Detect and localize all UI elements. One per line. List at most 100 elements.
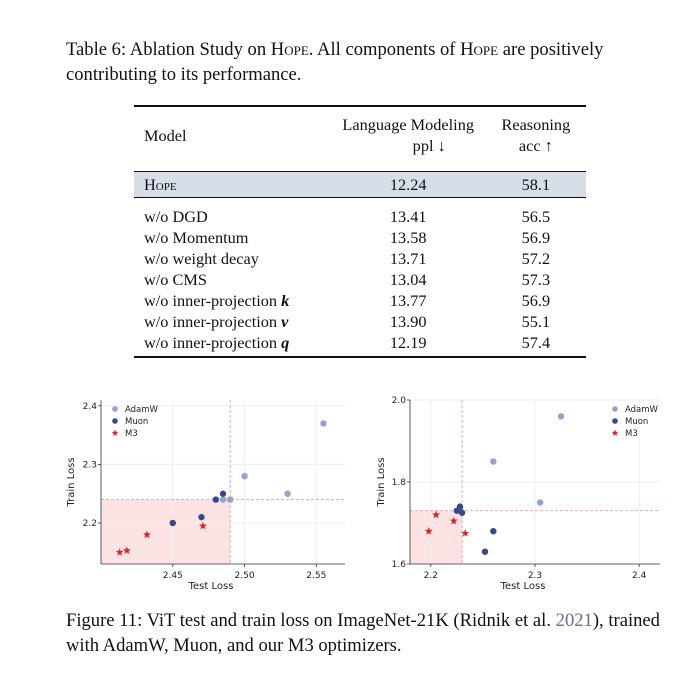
cell-model: w/o Momentum (144, 227, 249, 247)
table-caption: Table 6: Ablation Study on Hope. All com… (66, 37, 666, 87)
cell-model: Hope (144, 174, 177, 194)
adamw-point (241, 472, 248, 480)
header-reasoning-metric: acc ↑ (518, 136, 553, 155)
x-tick-label: 2.3 (528, 571, 542, 581)
table-caption-hope-2: Hope (460, 39, 499, 60)
header-reasoning: Reasoning acc ↑ (486, 106, 586, 163)
x-axis-label: Test Loss (188, 581, 234, 590)
table-row: w/o weight decay 13.71 57.2 (134, 248, 586, 269)
table-caption-prefix: Table 6: Ablation Study on (66, 39, 271, 60)
table-caption-middle: . All components of (308, 39, 461, 60)
header-language-modeling: Language Modeling ppl ↓ (331, 106, 486, 163)
legend-m3-label: M3 (625, 429, 638, 439)
m3-point (198, 521, 207, 530)
legend-muon-label: Muon (625, 417, 648, 427)
adamw-point (284, 490, 291, 497)
legend-adamw-marker (112, 406, 118, 412)
muon-point (490, 528, 497, 535)
table-row: w/o CMS 13.04 57.3 (134, 269, 586, 290)
figure-caption: Figure 11: ViT test and train loss on Im… (66, 608, 666, 658)
muon-point (169, 519, 176, 527)
cell-model: w/o DGD (144, 206, 208, 226)
legend-adamw-label: AdamW (125, 405, 159, 415)
muon-point (198, 513, 205, 521)
m3-point (115, 548, 124, 556)
y-tick-label: 1.6 (392, 560, 407, 570)
table-row: w/o Momentum 13.58 56.9 (134, 227, 586, 248)
y-tick-label: 1.8 (392, 478, 407, 488)
cell-ppl: 12.19 (330, 332, 486, 358)
y-tick-label: 2.3 (83, 460, 97, 470)
cell-ppl: 13.77 (389, 290, 427, 310)
cell-ppl: 13.71 (389, 248, 427, 268)
muon-point (456, 503, 464, 510)
m3-point (461, 529, 470, 537)
m3-point (424, 527, 433, 535)
legend-muon-marker (112, 418, 118, 424)
scatter-chart-left: 2.45 2.50 2.55 2.2 2.3 2.4 Test Loss Train Loss… (66, 400, 345, 590)
cell-ppl: 13.58 (389, 227, 427, 247)
cell-ppl: 13.04 (389, 269, 427, 289)
table-row: w/o inner-projection v 13.90 55.1 (134, 311, 586, 332)
table-caption-hope-1: Hope (270, 39, 309, 60)
muon-point (481, 548, 489, 555)
cell-acc: 55.1 (521, 311, 551, 331)
cell-acc: 56.9 (521, 290, 551, 310)
highlight-region (101, 499, 231, 564)
cell-acc: 58.1 (521, 174, 551, 194)
adamw-point (226, 496, 234, 503)
table-row-hope: Hope 12.24 58.1 (134, 171, 586, 198)
cell-acc: 57.2 (521, 248, 551, 268)
figure-caption-suffix: ), trained with AdamW, Muon, and our M3 … (66, 610, 660, 656)
m3-point (449, 516, 458, 525)
y-axis-label: Train Loss (66, 457, 77, 507)
legend-m3-marker (611, 429, 619, 436)
cell-model: w/o inner-projection q (134, 332, 331, 358)
legend-m3-label: M3 (125, 429, 138, 439)
adamw-point (219, 496, 227, 503)
cell-acc: 56.5 (521, 206, 551, 226)
cell-ppl: 12.24 (389, 174, 427, 194)
y-tick-label: 2.2 (83, 519, 97, 529)
header-lm-metric: ppl ↓ (412, 136, 446, 155)
ablation-rows: w/o DGD 13.41 56.5 w/o Momentum 13.58 56… (134, 198, 586, 358)
x-axis-label: Test Loss (500, 581, 546, 590)
cell-model: w/o inner-projection k (144, 290, 290, 310)
cell-acc: 57.3 (521, 269, 551, 289)
cell-ppl: 13.41 (389, 206, 427, 226)
cell-model: w/o weight decay (144, 248, 259, 268)
y-axis-label: Train Loss (376, 457, 387, 507)
adamw-point (320, 420, 327, 427)
table-row: w/o inner-projection q 12.19 57.4 (134, 332, 586, 358)
x-tick-label: 2.55 (306, 571, 326, 581)
muon-point (458, 509, 466, 516)
x-tick-label: 2.4 (632, 571, 647, 581)
cell-acc: 57.4 (485, 332, 586, 358)
header-lm-title: Language Modeling (342, 115, 474, 134)
x-tick-label: 2.50 (235, 571, 255, 581)
cell-model: w/o CMS (144, 269, 207, 289)
y-tick-label: 2.4 (83, 402, 98, 412)
cell-ppl: 13.90 (389, 311, 427, 331)
figure-caption-prefix: Figure 11: ViT test and train loss on Im… (66, 610, 556, 631)
m3-point (142, 530, 151, 539)
table-row: w/o inner-projection k 13.77 56.9 (134, 290, 586, 311)
scatter-chart-right: 2.2 2.3 2.4 1.6 1.8 2.0 Test Loss Train Loss Ada… (376, 396, 660, 590)
x-tick-label: 2.45 (163, 571, 183, 581)
legend-adamw-label: AdamW (625, 405, 659, 415)
adamw-point (537, 499, 544, 506)
muon-point (212, 496, 220, 503)
x-tick-label: 2.2 (424, 571, 438, 581)
header-model: Model (144, 125, 187, 145)
table-header-row: Model Language Modeling ppl ↓ Reasoning … (134, 106, 586, 163)
citation-year: 2021 (555, 610, 593, 631)
table-caption-suffix: are positively contributing to its perfo… (66, 39, 604, 85)
muon-point (219, 490, 227, 497)
ablation-table: Model Language Modeling ppl ↓ Reasoning … (134, 105, 586, 358)
legend-m3-marker (111, 429, 119, 436)
adamw-point (490, 458, 497, 465)
cell-model: w/o inner-projection v (144, 311, 289, 331)
cell-acc: 56.9 (521, 227, 551, 247)
m3-point (122, 546, 131, 554)
m3-point (432, 510, 441, 519)
